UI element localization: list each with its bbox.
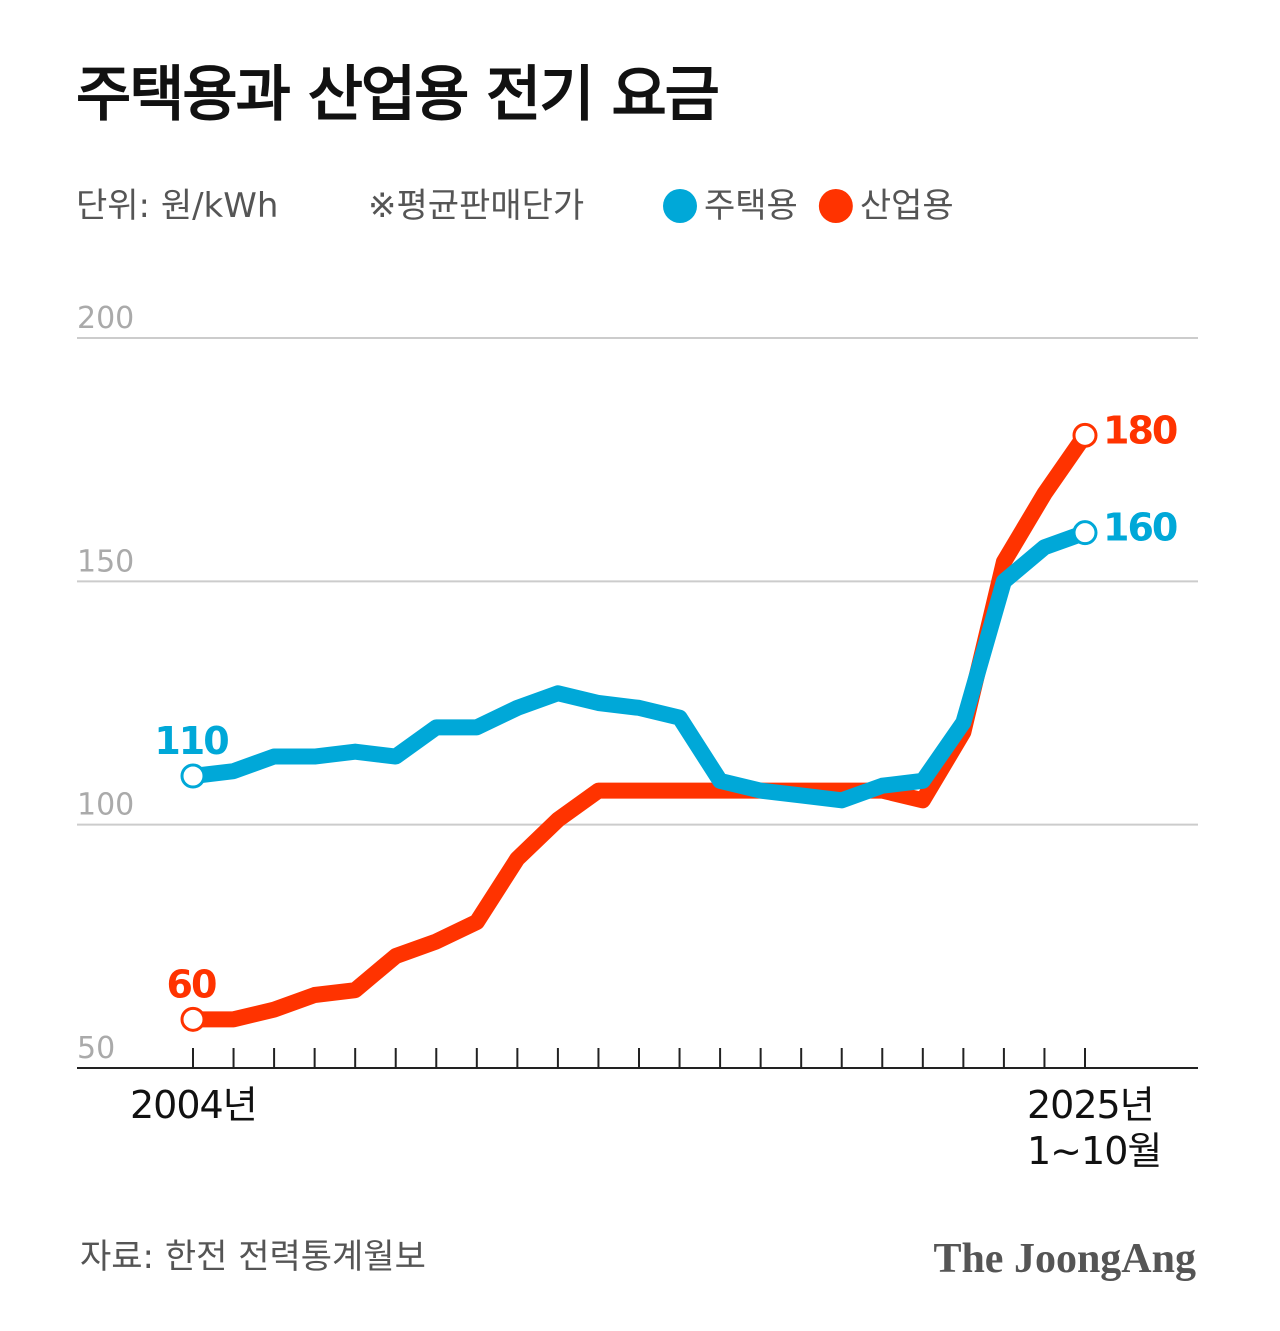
end-marker [1072,520,1098,546]
note: ※평균판매단가 [368,186,584,226]
legend-dot [818,189,853,223]
x-tick-label: 2004년 [130,1083,258,1127]
series-line [185,427,1093,1028]
end-marker [180,763,206,789]
legend-label: 주택용 [704,186,798,226]
end-marker [1072,422,1098,448]
source: 자료: 한전 전력통계월보 [80,1237,426,1277]
legend-dot [663,189,697,223]
y-tick-label: 150 [77,544,134,579]
end-marker [180,1006,206,1032]
data-label: 180 [1103,408,1177,452]
data-label: 160 [1103,506,1177,550]
series-line [185,524,1093,809]
legend-label: 산업용 [860,186,954,226]
chart-title: 주택용과 산업용 전기 요금 [76,60,719,130]
y-tick-label: 200 [77,301,134,336]
x-tick-label: 2025년 1~10월 [1027,1083,1162,1173]
unit: 단위: 원/kWh [76,186,278,226]
y-tick-label: 100 [77,788,134,823]
y-tick-label: 50 [77,1031,115,1066]
data-label: 110 [154,719,228,763]
data-label: 60 [167,962,216,1006]
brand: The JoongAng [933,1236,1196,1282]
